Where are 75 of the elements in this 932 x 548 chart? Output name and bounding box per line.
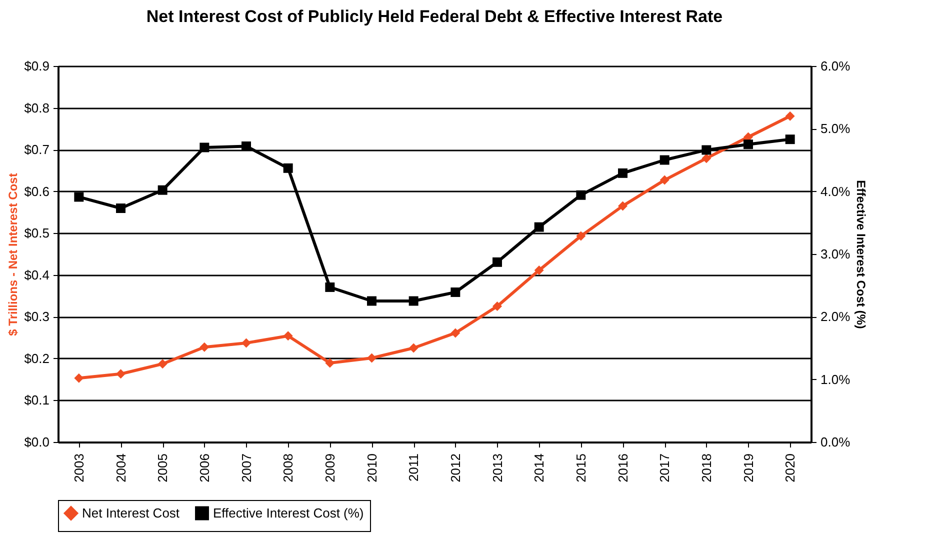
point (618, 168, 628, 178)
point (660, 155, 670, 165)
legend-label: Net Interest Cost (82, 505, 180, 520)
x-tick-label: 2003 (71, 454, 86, 482)
point (450, 328, 460, 338)
y2-axis-title: Effective Interest Cost (%) (854, 180, 868, 329)
point (492, 301, 502, 311)
y-axis-title: $ Trillions - Net Interest Cost (6, 173, 20, 336)
point (158, 185, 168, 195)
x-tick-label: 2017 (657, 454, 672, 482)
y2-tick-label: 1.0% (820, 372, 851, 387)
point (367, 296, 376, 306)
x-tick-label: 2009 (322, 454, 338, 482)
point (200, 342, 210, 352)
x-tick-label: 2014 (532, 454, 547, 482)
x-tick-label: 2016 (615, 454, 630, 482)
x-tick-label: 2006 (196, 454, 212, 482)
legend-label: Effective Interest Cost (%) (213, 505, 364, 520)
x-tick-label: 2018 (698, 454, 714, 482)
point (367, 353, 376, 363)
point (492, 257, 502, 267)
chart-title: Net Interest Cost of Publicly Held Federal Debt & Effective Interest Rate (146, 7, 723, 26)
x-tick-label: 2011 (406, 454, 422, 482)
point (283, 163, 293, 173)
y-tick-label: $0.9 (24, 58, 50, 74)
point (660, 175, 670, 185)
point (116, 204, 126, 213)
point (200, 142, 210, 152)
point (576, 190, 586, 200)
y-tick-label: $0.2 (24, 350, 50, 366)
point (283, 331, 293, 341)
x-tick-label: 2005 (155, 454, 170, 482)
point (785, 111, 795, 121)
point (242, 141, 251, 151)
point (576, 231, 586, 241)
y-tick-label: $0.6 (24, 184, 50, 199)
point (408, 296, 418, 306)
x-tick-label: 2012 (448, 454, 463, 482)
point (534, 222, 544, 232)
y-tick-label: $0.7 (24, 142, 50, 158)
y2-tick-label: 4.0% (820, 184, 851, 199)
y2-tick-label: 2.0% (820, 309, 851, 324)
point (74, 373, 84, 383)
x-tick-label: 2010 (364, 454, 380, 482)
point (450, 287, 460, 297)
point (116, 369, 126, 379)
point (744, 140, 753, 150)
point (785, 134, 795, 144)
x-tick-label: 2004 (113, 454, 128, 482)
point (702, 154, 712, 164)
y-tick-label: $0.3 (24, 309, 50, 324)
y2-tick-label: 0.0% (820, 434, 851, 450)
y2-tick-label: 5.0% (820, 121, 851, 136)
y-tick-label: $0.0 (24, 434, 50, 450)
y2-tick-label: 3.0% (820, 246, 851, 262)
point (74, 192, 84, 202)
point (242, 338, 251, 348)
x-tick-label: 2020 (782, 454, 798, 482)
x-tick-label: 2019 (740, 454, 756, 482)
point (408, 343, 418, 353)
x-tick-label: 2013 (490, 454, 505, 482)
point (534, 266, 544, 276)
point (618, 201, 628, 211)
x-tick-label: 2015 (573, 454, 588, 482)
point (158, 359, 168, 369)
x-tick-label: 2008 (280, 454, 296, 482)
x-tick-label: 2007 (238, 454, 254, 482)
y-tick-label: $0.8 (24, 100, 50, 116)
point (325, 282, 335, 292)
point (702, 145, 712, 155)
y-tick-label: $0.4 (24, 267, 50, 282)
y-tick-label: $0.1 (24, 392, 50, 408)
point (325, 358, 335, 368)
y-tick-label: $0.5 (24, 226, 50, 241)
y2-tick-label: 6.0% (820, 58, 851, 74)
